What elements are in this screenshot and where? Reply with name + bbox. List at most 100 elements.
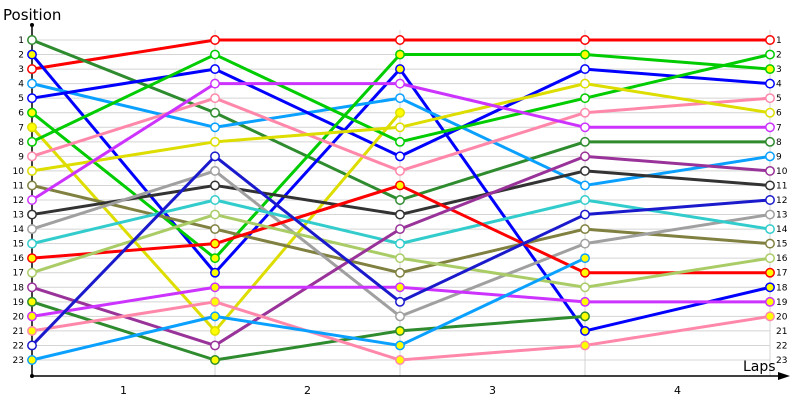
position-marker: [580, 151, 590, 162]
pit-marker: [210, 253, 220, 264]
position-marker: [765, 180, 775, 191]
y-tick-label: 11: [13, 181, 24, 191]
y-tick-label-right: 9: [776, 152, 782, 162]
y-tick-label: 7: [18, 123, 24, 133]
y-tick-label: 20: [13, 312, 25, 322]
pit-marker: [27, 253, 37, 264]
pit-marker: [580, 267, 590, 278]
y-tick-label-right: 6: [776, 109, 782, 119]
pit-marker: [580, 311, 590, 322]
y-tick-label-right: 21: [776, 327, 787, 337]
pit-marker: [580, 340, 590, 351]
pit-marker: [27, 122, 37, 133]
y-tick-label-right: 18: [776, 283, 788, 293]
position-marker: [765, 224, 775, 235]
pit-marker: [580, 49, 590, 60]
y-tick-label: 18: [13, 283, 25, 293]
pit-marker: [395, 355, 405, 365]
y-tick-label: 3: [18, 65, 24, 75]
pit-marker: [580, 253, 590, 264]
pit-marker: [395, 325, 405, 336]
y-axis-title: Position: [3, 6, 61, 24]
pit-marker: [395, 282, 405, 293]
position-marker: [27, 238, 37, 249]
y-tick-label: 1: [18, 36, 24, 46]
position-marker: [210, 165, 220, 176]
position-marker: [395, 311, 405, 322]
pit-marker: [210, 325, 220, 336]
y-tick-label-right: 22: [776, 341, 787, 351]
position-marker: [210, 151, 220, 162]
position-marker: [210, 35, 220, 45]
y-tick-label: 9: [18, 152, 24, 162]
position-marker: [27, 64, 37, 75]
pit-marker: [765, 267, 775, 278]
x-tick-label: 2: [304, 384, 311, 397]
position-marker: [395, 78, 405, 89]
y-tick-label-right: 11: [776, 181, 787, 191]
position-marker: [580, 64, 590, 75]
y-tick-label: 15: [13, 240, 24, 250]
position-marker: [765, 195, 775, 205]
pit-marker: [580, 325, 590, 336]
position-marker: [765, 35, 775, 45]
position-marker: [765, 151, 775, 162]
position-marker: [210, 136, 220, 147]
y-tick-label: 5: [18, 94, 24, 104]
position-marker: [395, 165, 405, 176]
pit-marker: [765, 64, 775, 75]
position-marker: [395, 151, 405, 162]
pit-marker: [395, 180, 405, 191]
position-marker: [580, 93, 590, 104]
x-axis-arrow-icon: [778, 372, 790, 380]
pit-marker: [27, 325, 37, 336]
position-marker: [210, 78, 220, 89]
position-marker: [210, 107, 220, 118]
pit-marker: [210, 267, 220, 278]
position-marker: [765, 122, 775, 133]
position-marker: [580, 35, 590, 45]
position-marker: [395, 195, 405, 205]
y-tick-label: 2: [18, 51, 24, 61]
pit-marker: [395, 107, 405, 118]
position-marker: [210, 224, 220, 235]
position-marker: [210, 209, 220, 220]
x-tick-label: 1: [120, 384, 127, 397]
position-marker: [765, 238, 775, 249]
y-tick-label: 22: [13, 341, 24, 351]
position-marker: [27, 78, 37, 89]
position-marker: [210, 49, 220, 60]
series-markers: [27, 35, 775, 365]
position-marker: [27, 340, 37, 351]
position-marker: [765, 49, 775, 60]
position-marker: [580, 78, 590, 89]
position-marker: [210, 64, 220, 75]
y-tick-label-right: 5: [776, 94, 782, 104]
pit-marker: [395, 49, 405, 60]
position-marker: [580, 136, 590, 147]
position-marker: [210, 122, 220, 133]
position-marker: [580, 224, 590, 235]
position-marker: [395, 253, 405, 264]
y-tick-label-right: 2: [776, 51, 782, 61]
y-tick-label-right: 10: [776, 167, 788, 177]
y-tick-label-right: 3: [776, 65, 782, 75]
series-line-lightblue-2: [31, 256, 586, 362]
x-tick-label: 3: [489, 384, 496, 397]
position-marker: [27, 195, 37, 205]
pit-marker: [395, 340, 405, 351]
position-marker: [27, 267, 37, 278]
y-tick-label-right: 19: [776, 298, 788, 308]
y-tick-label: 21: [13, 327, 24, 337]
position-marker: [580, 209, 590, 220]
origin-dot: [30, 374, 34, 378]
x-tick-label: 4: [674, 384, 681, 397]
position-marker: [580, 195, 590, 205]
y-tick-label-right: 12: [776, 196, 787, 206]
pit-marker: [765, 296, 775, 307]
position-marker: [765, 209, 775, 220]
pit-marker: [210, 355, 220, 365]
position-marker: [395, 136, 405, 147]
